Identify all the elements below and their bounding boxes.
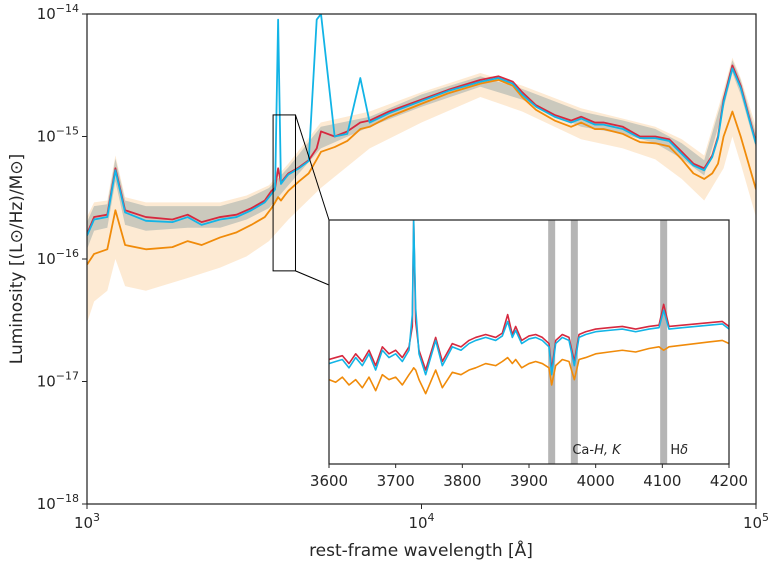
inset-x-ticks: 3600 3700 3800 3900 4000 4100 4200: [310, 464, 748, 490]
x-tick-label: 104: [408, 511, 434, 532]
inset-annotations: Ca-H, K Hδ: [572, 443, 688, 458]
line-marker-bar: [660, 220, 668, 464]
y-tick-label: 10−18: [37, 492, 79, 513]
inset-x-tick-label: 3600: [310, 472, 348, 490]
y-axis-ticks: 10−18 10−17 10−16 10−15 10−14: [37, 2, 87, 513]
x-tick-label: 103: [74, 511, 100, 532]
line-marker-bar: [570, 220, 578, 464]
inset-bars-layer: [548, 220, 668, 464]
inset-x-tick-label: 4100: [643, 472, 681, 490]
band-gray_band: [87, 60, 756, 250]
y-tick-label: 10−16: [37, 247, 79, 268]
y-tick-label: 10−15: [37, 125, 79, 146]
y-tick-label: 10−17: [37, 370, 79, 391]
main-lines-layer: [87, 14, 756, 266]
inset-x-tick-label: 3700: [377, 472, 415, 490]
inset-annotation: Ca-H, K: [572, 443, 622, 458]
inset-lines-layer: [329, 220, 729, 395]
series-line-red: [87, 64, 756, 235]
series-line-cyan: [87, 14, 756, 237]
x-axis-ticks: 103 104 105: [74, 504, 769, 532]
main-bands-layer: [87, 57, 756, 324]
x-tick-label: 105: [743, 511, 769, 532]
y-tick-label: 10−14: [37, 2, 79, 23]
zoom-indicator: [272, 114, 330, 286]
y-axis-label: Luminosity [(L⊙/Hz)/M⊙]: [7, 154, 27, 364]
inset-background: [329, 220, 729, 464]
x-axis-label: rest-frame wavelength [Å]: [309, 539, 533, 561]
inset-annotation: Hδ: [670, 443, 688, 458]
zoom-box: [272, 114, 296, 272]
inset-x-tick-label: 3900: [510, 472, 548, 490]
inset-series-line-cyan: [329, 220, 729, 376]
zoom-connector-top: [295, 114, 330, 221]
inset-series-line-orange: [329, 339, 729, 395]
inset-x-tick-label: 4000: [577, 472, 615, 490]
series-line-orange: [87, 78, 756, 266]
line-marker-bar: [548, 220, 556, 464]
inset-x-tick-label: 4200: [710, 472, 748, 490]
zoom-connector-bottom: [295, 270, 330, 286]
inset-series-line-red: [329, 220, 729, 371]
inset-x-tick-label: 3800: [443, 472, 481, 490]
